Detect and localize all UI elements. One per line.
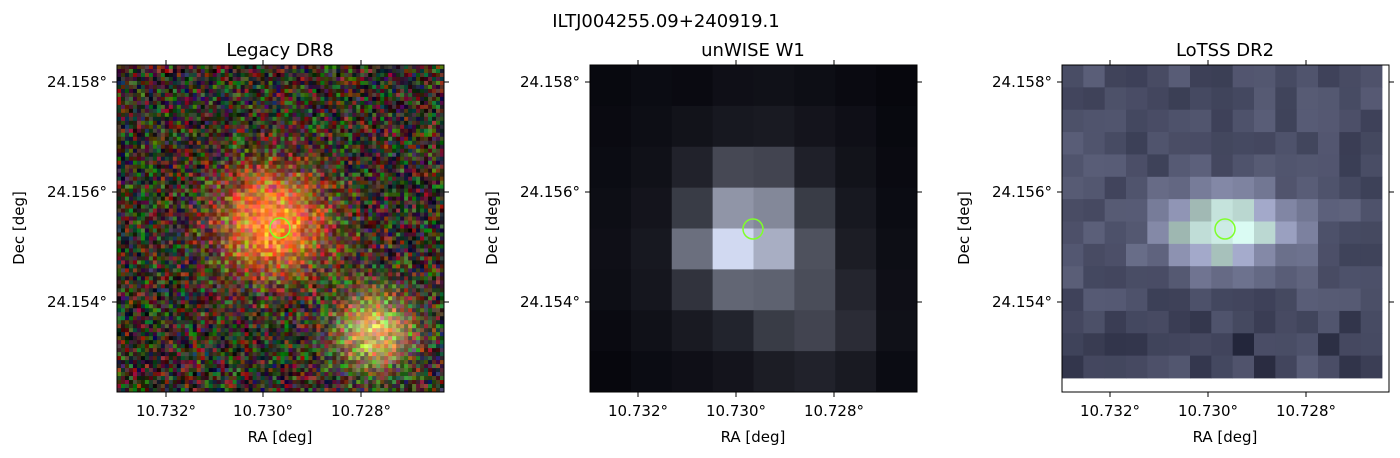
x-tick-label: 10.728° (804, 402, 864, 420)
x-tick-label: 10.730° (1178, 402, 1238, 420)
source-marker (742, 218, 764, 240)
figure-title: ILTJ004255.09+240919.1 (552, 11, 779, 32)
x-tick-label: 10.730° (233, 402, 293, 420)
source-marker (1214, 218, 1236, 240)
y-axis-label: Dec [deg] (483, 191, 501, 265)
axes-frame (589, 64, 918, 393)
panel-legacy: Legacy DR8 10.732° 10.730° 10.728° 24.15… (10, 40, 449, 446)
x-tick-label: 10.728° (331, 402, 391, 420)
panel-lotss: LoTSS DR2 10.732° 10.730° 10.728° 24.158… (955, 40, 1394, 446)
y-tick-label: 24.154° (992, 293, 1052, 311)
y-tick-label: 24.156° (992, 183, 1052, 201)
axes-frame (1061, 64, 1390, 393)
axes-frame (116, 64, 445, 393)
y-tick-label: 24.158° (992, 73, 1052, 91)
y-axis-label: Dec [deg] (955, 191, 973, 265)
source-marker (269, 217, 291, 239)
y-axis-label: Dec [deg] (10, 191, 28, 265)
x-axis-label: RA [deg] (248, 428, 313, 446)
panel-unwise: unWISE W1 10.732° 10.730° 10.728° 24.158… (483, 40, 922, 446)
legacy-image (117, 65, 445, 393)
x-tick-label: 10.732° (1080, 402, 1140, 420)
tick-marks (585, 60, 922, 397)
y-tick-label: 24.158° (47, 73, 107, 91)
x-axis-label: RA [deg] (1193, 428, 1258, 446)
tick-marks (112, 60, 449, 397)
tick-marks (1057, 60, 1394, 397)
panel-title: unWISE W1 (701, 40, 805, 61)
x-tick-label: 10.732° (136, 402, 196, 420)
lotss-image (1062, 65, 1389, 392)
x-axis-label: RA [deg] (721, 428, 786, 446)
x-tick-label: 10.728° (1276, 402, 1336, 420)
panel-title: LoTSS DR2 (1176, 40, 1274, 61)
y-tick-label: 24.158° (520, 73, 580, 91)
y-tick-label: 24.156° (47, 183, 107, 201)
y-tick-label: 24.154° (520, 293, 580, 311)
panel-title: Legacy DR8 (226, 40, 333, 61)
y-tick-label: 24.156° (520, 183, 580, 201)
unwise-image (590, 65, 918, 393)
x-tick-label: 10.732° (608, 402, 668, 420)
x-tick-label: 10.730° (706, 402, 766, 420)
y-tick-label: 24.154° (47, 293, 107, 311)
